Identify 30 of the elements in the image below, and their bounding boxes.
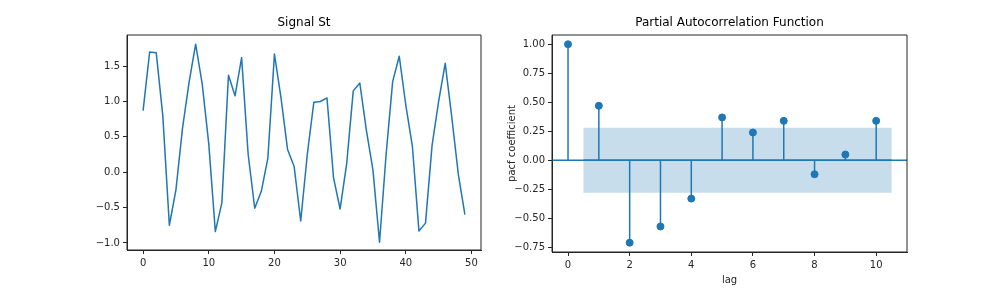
x-tick-label: 4 [688, 258, 695, 270]
x-tick-label: 0 [139, 256, 147, 268]
y-tick-label: 1.0 [104, 95, 120, 107]
y-tick-label: 0.50 [522, 95, 545, 107]
x-tick-label: 6 [749, 258, 757, 270]
y-tick-label: 0.0 [104, 165, 120, 177]
y-tick-label: 0.25 [522, 124, 545, 136]
y-tick-label: 0.75 [522, 66, 545, 78]
x-tick-label: 0 [564, 258, 572, 270]
chart-title: Signal St [277, 15, 331, 30]
x-tick-label: 8 [811, 258, 818, 270]
y-tick-label: −0.25 [514, 182, 545, 194]
x-axis-title: lag [721, 273, 738, 285]
y-tick-label: −1.0 [95, 236, 120, 248]
x-tick-label: 50 [465, 256, 478, 268]
x-tick-label: 2 [626, 258, 633, 270]
y-axis-title: pacf coefficient [505, 105, 517, 182]
x-tick-label: 20 [268, 256, 281, 268]
x-tick-label: 30 [333, 256, 347, 268]
y-tick-label: 0.00 [522, 153, 545, 165]
x-tick-label: 10 [869, 258, 883, 270]
y-tick-label: 1.5 [104, 59, 120, 71]
y-tick-label: −0.75 [514, 240, 545, 252]
y-tick-label: −0.5 [95, 201, 120, 213]
x-tick-label: 10 [202, 256, 216, 268]
x-tick-label: 40 [399, 256, 413, 268]
y-tick-label: 1.00 [522, 37, 545, 49]
y-tick-label: −0.50 [514, 211, 545, 223]
y-tick-label: 0.5 [104, 130, 120, 142]
chart-title: Partial Autocorrelation Function [635, 15, 824, 30]
